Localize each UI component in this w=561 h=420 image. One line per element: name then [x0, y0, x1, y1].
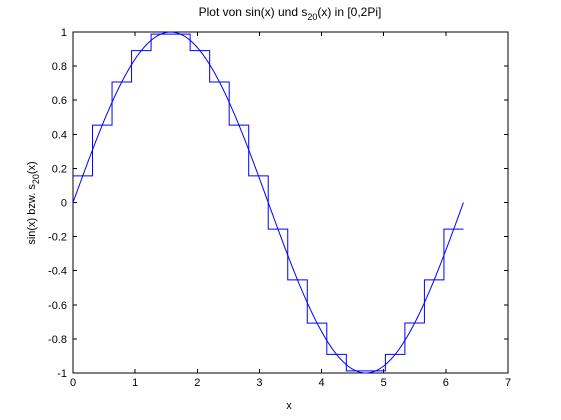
y-tick-label: 0.6	[52, 95, 67, 107]
plot-area: 0 1 2 3 4 5 6 7 -1 -0.8 -0.6 -0.4 -0.2 0 0.2 0.4 0.6 0.8 1	[48, 27, 511, 389]
y-tick-label: 0.4	[52, 129, 67, 141]
y-tick-label: 0.8	[52, 61, 67, 73]
y-axis-label-text: sin(x) bzw. s	[26, 184, 38, 245]
y-axis-label-suffix: (x)	[26, 161, 38, 174]
y-tick-label: -1	[57, 368, 67, 380]
chart-title-suffix: (x) in [0,2Pi]	[317, 5, 381, 19]
x-tick-label: 6	[443, 377, 449, 389]
y-tick-label: -0.2	[48, 232, 67, 244]
y-tick-label: 0	[61, 198, 67, 210]
x-axis-label: x	[286, 400, 292, 412]
axes-box	[72, 31, 509, 374]
x-tick-label: 3	[256, 377, 262, 389]
x-tick-label: 7	[505, 377, 511, 389]
y-axis-label: sin(x) bzw. s20(x)	[26, 161, 41, 244]
y-tick-label: 0.2	[52, 163, 67, 175]
y-tick-label: 1	[61, 27, 67, 39]
step-function-s20	[73, 33, 464, 372]
x-tick-label: 5	[381, 377, 387, 389]
chart-title-text: Plot von sin(x) und s	[199, 5, 308, 19]
x-tick-label: 1	[132, 377, 138, 389]
y-tick-label: -0.4	[48, 266, 67, 278]
x-tick-label: 4	[319, 377, 325, 389]
x-tick-label: 0	[70, 377, 76, 389]
y-tick-label: -0.8	[48, 334, 67, 346]
y-axis-label-subscript: 20	[31, 174, 41, 184]
chart-title: Plot von sin(x) und s20(x) in [0,2Pi]	[199, 5, 382, 22]
y-tick-label: -0.6	[48, 300, 67, 312]
x-tick-label: 2	[194, 377, 200, 389]
chart-title-subscript: 20	[307, 12, 317, 22]
